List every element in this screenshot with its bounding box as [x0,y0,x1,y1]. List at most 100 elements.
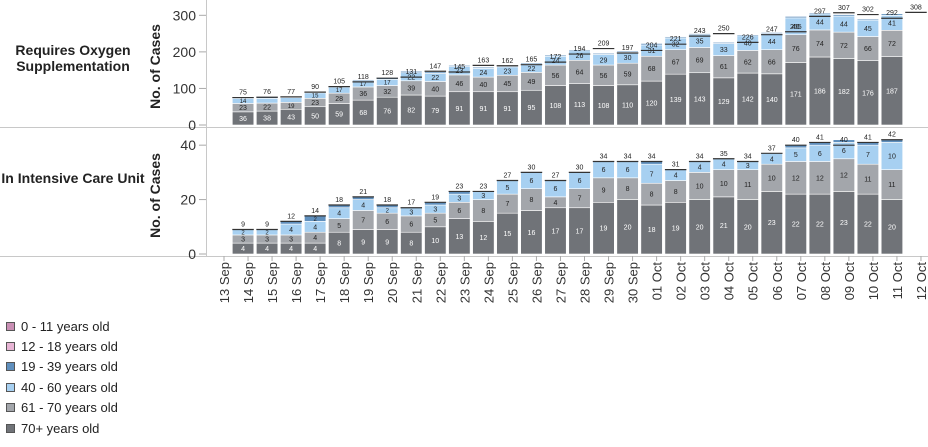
bar-segment [688,33,711,35]
segment-label: 74 [816,41,824,48]
bar-segment [880,13,904,16]
segment-label: 4 [313,224,317,231]
x-tick-label: 18 Sep [337,262,352,303]
segment-label: 17 [384,81,391,87]
segment-label: 40 [431,86,439,93]
bar-segment [472,66,495,69]
segment-label: 68 [648,66,656,73]
bar-segment [352,79,375,82]
segment-label: 41 [888,20,896,27]
segment-label: 4 [722,162,726,169]
segment-label: 18 [648,227,656,234]
segment-label: 6 [626,167,630,174]
segment-label: 21 [720,223,728,230]
x-tick-label: 16 Sep [289,262,304,303]
segment-label: 12 [479,235,487,242]
total-label: 12 [287,213,295,220]
total-label: 165 [526,57,538,64]
segment-label: 4 [313,246,317,253]
bar-segment [424,71,447,74]
x-tick-label: 06 Oct [770,262,785,301]
bar-segment [832,139,855,143]
x-tick-label: 02 Oct [674,262,689,301]
segment-label: 56 [552,73,560,80]
segment-label: 176 [862,90,874,97]
segment-label: 29 [600,57,608,64]
x-tick-label: 13 Sep [217,262,232,303]
segment-label: 44 [816,19,824,26]
total-label: 42 [888,132,896,139]
segment-label: 22 [792,222,800,229]
legend-item[interactable]: 0 - 11 years old [6,316,118,336]
segment-label: 45 [504,81,512,88]
segment-label: 79 [431,108,439,115]
segment-label: 143 [694,96,706,103]
segment-label: 12 [792,175,800,182]
total-label: 23 [455,183,463,190]
total-label: 31 [672,162,680,169]
total-label: 131 [405,69,417,76]
total-label: 162 [502,58,514,65]
y-tick-label: 0 [188,117,196,133]
total-label: 226 [742,34,754,41]
y-tick-label: 40 [180,137,196,153]
segment-label: 8 [529,197,533,204]
segment-label: 76 [792,46,800,53]
segment-label: 139 [670,97,682,104]
segment-label: 91 [479,106,487,113]
segment-label: 20 [744,224,752,231]
legend-item[interactable]: 70+ years old [6,418,118,438]
legend-label: 0 - 11 years old [21,318,110,334]
total-label: 90 [311,84,319,91]
legend-item[interactable]: 12 - 18 years old [6,336,118,356]
segment-label: 6 [578,178,582,185]
segment-label: 23 [840,220,848,227]
bar-segment [808,12,831,15]
legend-item[interactable]: 19 - 39 years old [6,357,118,377]
segment-label: 5 [505,185,509,192]
segment-label: 22 [407,74,415,81]
segment-label: 10 [720,181,728,188]
total-label: 302 [862,7,874,14]
total-label: 34 [648,153,656,160]
segment-label: 67 [672,59,680,66]
total-label: 128 [381,70,393,77]
total-label: 17 [407,200,415,207]
legend-item[interactable]: 40 - 60 years old [6,377,118,397]
segment-label: 30 [624,55,632,62]
bar-segment [784,16,807,19]
total-label: 41 [864,134,872,141]
total-label: 194 [574,46,586,53]
y-tick-label: 20 [180,192,196,208]
y-axis-title: No. of Cases [147,24,163,109]
segment-label: 12 [816,175,824,182]
total-label: 9 [265,222,269,229]
segment-label: 3 [241,237,245,244]
segment-label: 31 [648,48,656,55]
segment-label: 36 [359,91,367,98]
total-label: 118 [358,74,369,81]
segment-label: 22 [528,66,536,73]
segment-label: 4 [361,203,365,210]
segment-label: 3 [409,209,413,216]
total-label: 41 [816,134,824,141]
segment-label: 72 [840,43,848,50]
segment-label: 182 [838,89,850,96]
segment-label: 9 [361,239,365,246]
segment-label: 20 [624,224,632,231]
segment-label: 8 [337,241,341,248]
segment-label: 22 [263,105,271,112]
segment-label: 5 [433,218,437,225]
bar-segment [856,18,879,21]
legend: 0 - 11 years old 12 - 18 years old 19 - … [6,316,118,438]
segment-label: 17 [552,228,560,235]
segment-label: 4 [770,156,774,163]
segment-label: 49 [528,79,536,86]
segment-label: 23 [239,105,247,112]
x-tick-label: 27 Sep [553,262,568,303]
bar-segment [256,98,279,104]
x-tick-label: 19 Sep [361,262,376,303]
segment-label: 4 [265,246,269,253]
legend-item[interactable]: 61 - 70 years old [6,398,118,418]
x-tick-label: 29 Sep [602,262,617,303]
